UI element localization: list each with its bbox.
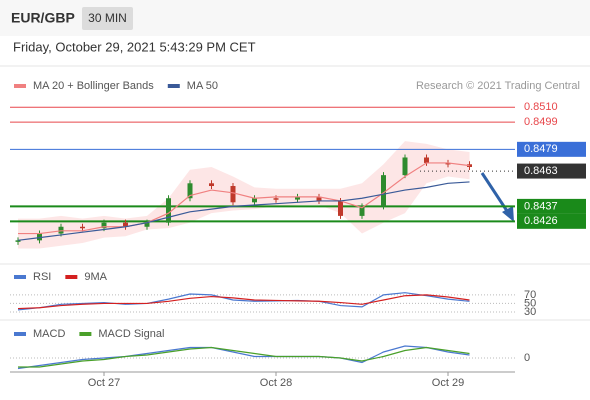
candle — [230, 186, 236, 203]
candle — [15, 240, 21, 242]
legend-label: RSI — [33, 271, 51, 283]
series-line — [17, 345, 470, 370]
y-tick-label: 0 — [524, 352, 530, 364]
candle — [338, 200, 343, 216]
series-line — [17, 292, 470, 311]
candle — [359, 206, 365, 216]
y-tick-label: 50 — [524, 297, 536, 309]
candle — [445, 162, 451, 165]
timestamp: Friday, October 29, 2021 5:43:29 PM CET — [13, 39, 256, 54]
level-label-box — [517, 198, 586, 214]
legend-label: MA 20 + Bollinger Bands — [33, 80, 154, 92]
y-tick-label: 30 — [524, 306, 536, 318]
level-label-box — [517, 141, 586, 157]
level-label: 0.8479 — [524, 143, 558, 155]
series-line — [18, 162, 470, 235]
legend-swatch — [167, 84, 180, 88]
level-label-box — [517, 163, 586, 179]
timeframe-tab[interactable] — [82, 7, 133, 30]
candle — [80, 226, 85, 229]
y-tick-label: 70 — [524, 289, 536, 301]
candle — [424, 157, 429, 163]
candle — [252, 198, 257, 203]
x-tick-label: Oct 29 — [432, 377, 464, 389]
level-label-box — [517, 213, 586, 229]
legend-label: MACD — [33, 328, 65, 340]
legend-swatch — [79, 332, 92, 336]
candle — [144, 222, 150, 227]
level-label: 0.8463 — [524, 165, 558, 177]
candle — [123, 222, 128, 227]
candle — [273, 198, 279, 200]
legend-swatch — [65, 275, 78, 279]
series-line — [17, 294, 470, 310]
legend-swatch — [14, 84, 26, 88]
series-line — [17, 181, 470, 241]
legend-label: 9MA — [84, 271, 107, 283]
candle — [187, 183, 193, 199]
symbol: EUR/GBP — [11, 10, 75, 26]
x-tick-label: Oct 27 — [88, 377, 120, 389]
legend-swatch — [14, 275, 26, 279]
timeframe[interactable]: 30 MIN — [88, 11, 127, 25]
credit: Research © 2021 Trading Central — [416, 80, 580, 92]
level-label: 0.8510 — [524, 101, 558, 113]
legend-swatch — [14, 332, 26, 336]
series-line — [18, 346, 470, 368]
candle — [381, 175, 386, 207]
candle — [166, 198, 171, 223]
legend-label: MACD Signal — [98, 328, 164, 340]
candle — [209, 183, 214, 187]
candle — [402, 157, 408, 176]
level-label: 0.8437 — [524, 200, 558, 212]
legend-label: MA 50 — [187, 80, 218, 92]
candle — [37, 233, 42, 241]
candle — [295, 196, 300, 200]
candle — [316, 196, 322, 201]
x-tick-label: Oct 28 — [260, 377, 292, 389]
level-label: 0.8499 — [524, 116, 558, 128]
candle — [58, 226, 64, 234]
candle — [101, 222, 107, 229]
forecast-arrow-head — [502, 206, 514, 222]
level-label: 0.8426 — [524, 215, 558, 227]
